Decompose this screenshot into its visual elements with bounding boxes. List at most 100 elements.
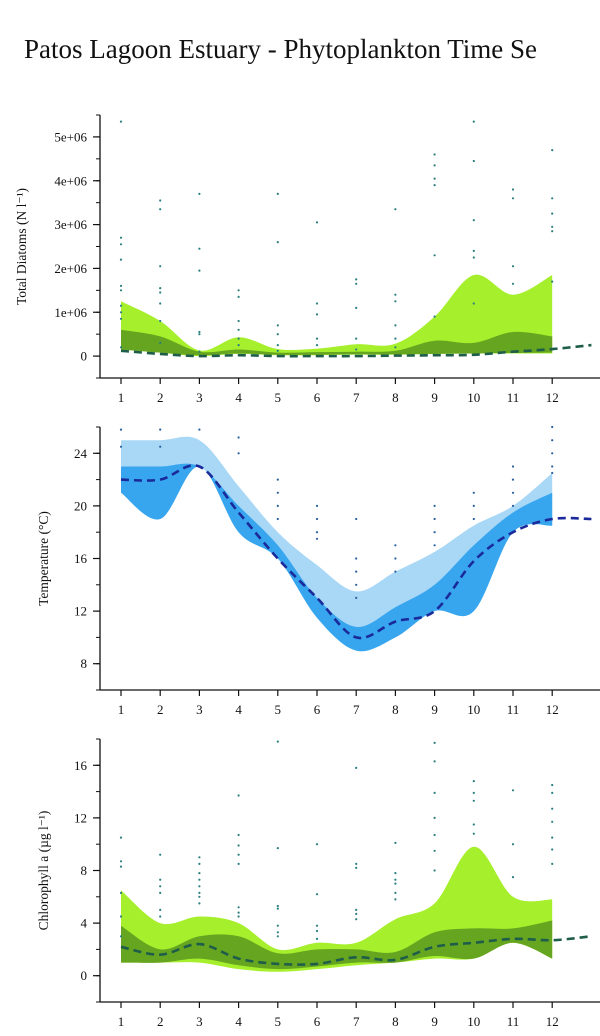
chlorophyll-observation-point (433, 760, 436, 763)
temperature-observation-point (159, 428, 162, 431)
diatoms-y-tick-label: 1e+06 (54, 305, 87, 320)
chlorophyll-observation-point (433, 849, 436, 852)
diatoms-observation-point (237, 319, 240, 323)
chlorophyll-observation-point (315, 937, 319, 940)
chlorophyll-observation-point (551, 836, 554, 839)
diatoms-observation-point (394, 293, 397, 296)
diatoms-observation-point (315, 344, 319, 347)
temperature-observation-point (511, 504, 515, 507)
diatoms-observation-point (511, 265, 515, 268)
temperature-observation-point (394, 557, 397, 560)
temperature-observation-point (315, 504, 319, 507)
diatoms-observation-point (237, 337, 240, 340)
chlorophyll-observation-point (551, 791, 554, 794)
diatoms-observation-point (551, 149, 554, 152)
chlorophyll-observation-point (198, 878, 201, 881)
diatoms-observation-point (119, 289, 123, 292)
diatoms-observation-point (159, 208, 162, 211)
chlorophyll-x-tick-label: 4 (235, 1014, 242, 1029)
chlorophyll-inner-band-area (121, 920, 553, 970)
chlorophyll-observation-point (355, 908, 358, 911)
chlorophyll-observation-point (551, 783, 554, 787)
chlorophyll-observation-point (472, 832, 475, 835)
chlorophyll-observation-point (551, 848, 554, 851)
temperature-y-tick-label: 12 (74, 604, 87, 619)
diatoms-observation-point (355, 348, 358, 351)
diatoms-observation-point (237, 344, 240, 347)
chlorophyll-observation-point (119, 836, 123, 839)
chlorophyll-x-tick-label: 6 (314, 1014, 321, 1029)
chlorophyll-y-tick-label: 8 (81, 863, 88, 878)
chlorophyll-observation-point (394, 841, 397, 844)
temperature-x-tick-label: 8 (392, 702, 399, 717)
chlorophyll-observation-point (159, 908, 162, 911)
diatoms-x-tick-label: 7 (353, 390, 360, 405)
diatoms-observation-point (198, 330, 201, 334)
chlorophyll-observation-point (119, 865, 123, 868)
diatoms-observation-point (355, 278, 358, 281)
temperature-x-tick-label: 2 (157, 702, 164, 717)
temperature-y-tick-label: 8 (81, 656, 88, 671)
chlorophyll-observation-point (237, 794, 240, 797)
diatoms-x-tick-label: 11 (507, 390, 520, 405)
chlorophyll-observation-point (198, 891, 201, 894)
chlorophyll-observation-point (198, 895, 201, 898)
diatoms-observation-point (119, 236, 123, 239)
diatoms-x-tick-label: 6 (314, 390, 321, 405)
diatoms-x-tick-label: 10 (467, 390, 480, 405)
temperature-x-tick-label: 7 (353, 702, 360, 717)
chlorophyll-observation-point (433, 816, 436, 819)
temperature-y-tick-label: 16 (74, 551, 88, 566)
diatoms-y-tick-label: 0 (81, 349, 88, 364)
diatoms-x-tick-label: 9 (431, 390, 438, 405)
chlorophyll-observation-point (433, 833, 436, 837)
chlorophyll-observation-point (276, 847, 279, 850)
temperature-observation-point (355, 557, 358, 560)
chlorophyll-observation-point (237, 906, 240, 909)
diatoms-observation-point (472, 120, 475, 123)
temperature-observation-point (119, 428, 123, 431)
chlorophyll-observation-point (198, 902, 201, 905)
diatoms-observation-point (355, 306, 358, 309)
diatoms-observation-point (276, 192, 279, 195)
chlorophyll-observation-point (237, 833, 240, 837)
chlorophyll-observation-point (394, 898, 397, 901)
temperature-observation-point (551, 465, 554, 468)
chlorophyll-observation-point (237, 915, 240, 918)
diatoms-observation-point (198, 350, 201, 353)
diatoms-observation-point (159, 265, 162, 268)
diatoms-observation-point (198, 192, 201, 195)
temperature-y-tick-label: 24 (74, 446, 88, 461)
diatoms-observation-point (119, 311, 123, 314)
chlorophyll-observation-point (551, 820, 554, 823)
chlorophyll-observation-point (394, 872, 397, 875)
temperature-observation-point (355, 517, 358, 521)
chlorophyll-y-tick-label: 16 (74, 758, 88, 773)
chlorophyll-observation-point (355, 866, 358, 869)
temperature-observation-point (198, 428, 201, 431)
diatoms-outer-band-area (121, 274, 553, 357)
diatoms-observation-point (472, 159, 475, 163)
chlorophyll-observation-point (198, 856, 201, 859)
chlorophyll-x-tick-label: 11 (507, 1014, 520, 1029)
chlorophyll-x-tick-label: 2 (157, 1014, 164, 1029)
temperature-observation-point (315, 517, 319, 521)
chlorophyll-observation-point (472, 791, 475, 794)
chlorophyll-observation-point (433, 791, 436, 794)
temperature-observation-point (394, 544, 397, 547)
chlorophyll-observation-point (355, 766, 358, 769)
temperature-x-tick-label: 3 (196, 702, 203, 717)
diatoms-observation-point (198, 247, 201, 250)
diatoms-x-tick-label: 1 (118, 390, 125, 405)
diatoms-observation-point (276, 349, 279, 352)
chlorophyll-x-tick-label: 10 (467, 1014, 480, 1029)
diatoms-observation-point (394, 300, 397, 303)
chlorophyll-observation-point (276, 931, 279, 934)
chlorophyll-observation-point (159, 891, 162, 894)
diatoms-observation-point (276, 344, 279, 347)
temperature-observation-point (433, 544, 436, 547)
diatoms-observation-point (198, 269, 201, 272)
chlorophyll-observation-point (433, 869, 436, 872)
page-title: Patos Lagoon Estuary - Phytoplankton Tim… (24, 34, 537, 64)
